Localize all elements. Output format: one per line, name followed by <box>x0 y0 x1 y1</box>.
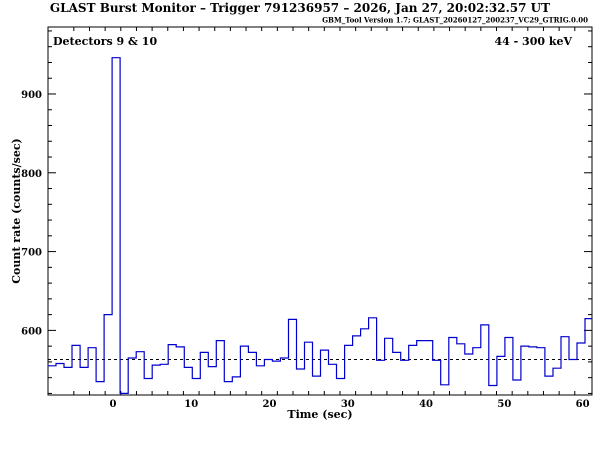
y-axis-ticks: 600 700 800 900 <box>21 30 592 394</box>
x-axis-label: Time (sec) <box>287 408 352 421</box>
x-tick-label: 10 <box>184 399 198 410</box>
x-axis-ticks: 0 10 20 30 40 50 60 <box>73 27 590 410</box>
x-tick-label: 60 <box>576 399 590 410</box>
y-axis-label: Count rate (counts/sec) <box>10 138 23 283</box>
x-tick-label: 40 <box>419 399 433 410</box>
count-rate-step-line <box>48 57 592 394</box>
plot-frame <box>47 26 593 396</box>
detectors-label: Detectors 9 & 10 <box>53 35 157 48</box>
chart-title: GLAST Burst Monitor – Trigger 791236957 … <box>50 1 550 15</box>
y-tick-label: 700 <box>21 248 42 259</box>
x-tick-label: 20 <box>263 399 277 410</box>
version-line: GBM_Tool Version 1.7; GLAST_20260127_200… <box>322 16 588 25</box>
y-tick-label: 600 <box>21 326 42 337</box>
y-tick-label: 900 <box>21 90 42 101</box>
x-tick-label: 50 <box>497 399 511 410</box>
x-tick-label: 30 <box>341 399 355 410</box>
y-tick-label: 800 <box>21 169 42 180</box>
energy-range-label: 44 - 300 keV <box>495 35 573 48</box>
x-tick-label: 0 <box>109 399 116 410</box>
